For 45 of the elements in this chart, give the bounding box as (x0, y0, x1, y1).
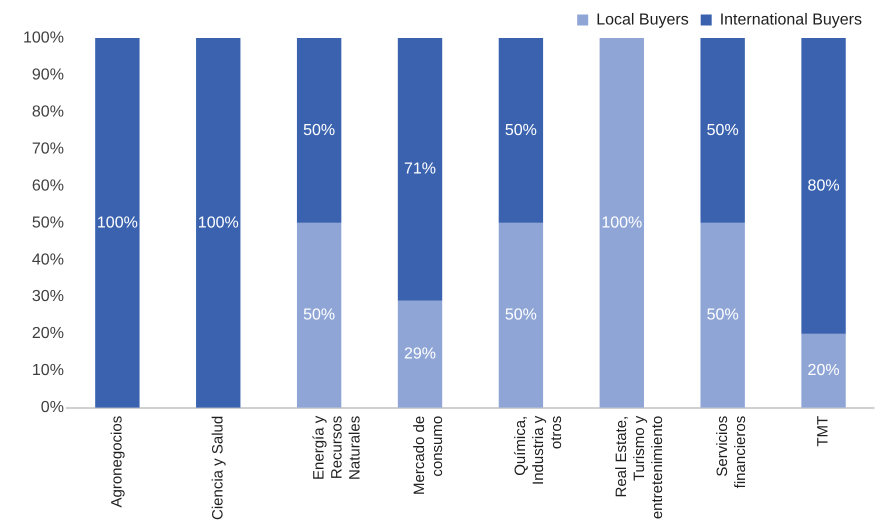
bar (600, 38, 644, 408)
bar (196, 38, 240, 408)
data-label: 71% (404, 160, 436, 178)
data-label: 20% (808, 362, 840, 380)
data-label: 100% (601, 214, 642, 232)
legend-label: Local Buyers (596, 11, 689, 28)
y-tick-label: 80% (32, 103, 64, 120)
y-tick-label: 10% (32, 362, 64, 380)
x-tick-label: Química, Industria y otros (512, 415, 566, 485)
x-tick-label: Ciencia y Salud (209, 416, 226, 520)
bar (801, 334, 846, 408)
x-tick-label: Agronegocios (108, 416, 126, 508)
x-tick-label: TMT (814, 416, 832, 447)
data-label: 50% (706, 122, 739, 139)
data-label: 50% (706, 306, 739, 324)
bar (296, 38, 342, 223)
bar (498, 38, 544, 223)
bar (801, 38, 846, 334)
y-tick-label: 60% (32, 177, 64, 194)
y-tick-label: 0% (40, 399, 64, 416)
bar (296, 222, 342, 408)
data-label: 100% (198, 214, 239, 232)
legend-label: International Buyers (720, 11, 862, 28)
bar (95, 38, 140, 408)
y-tick-label: 70% (32, 140, 64, 158)
y-tick-label: 90% (32, 66, 64, 84)
bar (498, 222, 544, 408)
x-tick-label: Mercado de consumo (411, 416, 446, 495)
bar (700, 38, 745, 223)
bar (700, 222, 745, 408)
x-tick-label: Energía y Recursos Naturales (310, 415, 364, 480)
y-tick-label: 50% (32, 214, 64, 232)
y-tick-label: 20% (32, 325, 64, 342)
data-label: 80% (808, 177, 840, 194)
y-tick-label: 30% (32, 288, 64, 306)
y-tick-label: 100% (23, 29, 64, 46)
data-label: 100% (96, 214, 138, 232)
data-label: 50% (504, 306, 537, 324)
data-label: 29% (404, 346, 436, 363)
bar (398, 38, 442, 301)
data-label: 50% (303, 306, 336, 324)
data-label: 50% (303, 122, 336, 139)
bar (398, 300, 442, 408)
y-tick-label: 40% (32, 251, 64, 268)
data-label: 50% (504, 122, 537, 139)
